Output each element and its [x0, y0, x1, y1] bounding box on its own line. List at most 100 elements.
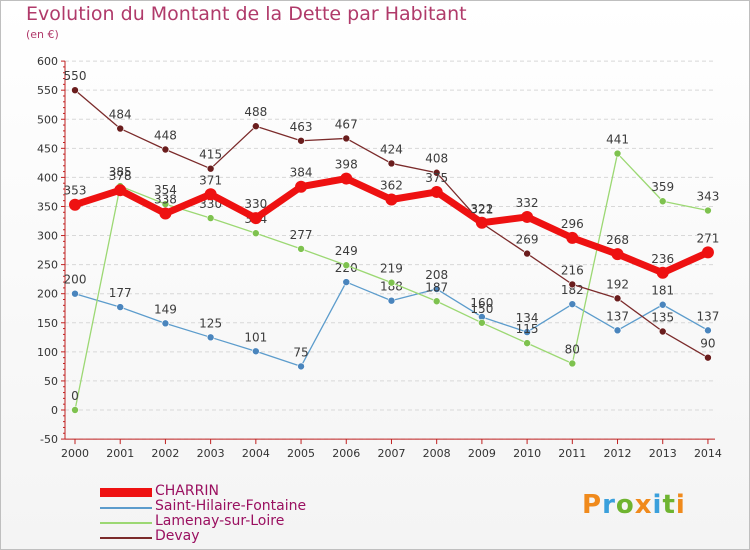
logo-letter: P: [582, 490, 603, 520]
data-point-devay: [252, 122, 260, 131]
logo-letter: t: [662, 490, 676, 520]
data-label-charrin: 371: [199, 173, 222, 187]
data-label-devay: 415: [199, 148, 222, 162]
data-label-lamenay-sur-loire: 354: [154, 183, 177, 197]
data-label-charrin: 362: [380, 178, 403, 192]
data-point-lamenay-sur-loire: [387, 278, 396, 287]
data-point-lamenay-sur-loire: [704, 206, 712, 215]
data-point-charrin: [475, 216, 488, 229]
data-point-saint-hilaire-fontaine: [387, 296, 396, 305]
legend-swatch: [100, 537, 152, 539]
legend-swatch: [100, 522, 152, 524]
data-label-devay: 269: [516, 233, 539, 247]
legend-item-charrin: CHARRIN: [100, 483, 400, 500]
data-label-devay: 321: [470, 202, 493, 216]
x-tick-label: 2000: [61, 447, 89, 460]
data-label-lamenay-sur-loire: 150: [470, 302, 493, 316]
legend-item-saint-hilaire-fontaine: Saint-Hilaire-Fontaine: [100, 498, 400, 515]
x-tick-label: 2013: [649, 447, 677, 460]
x-tick-label: 2012: [604, 447, 632, 460]
logo-letter: o: [615, 490, 635, 520]
data-label-devay: 448: [154, 128, 177, 142]
data-label-saint-hilaire-fontaine: 134: [516, 311, 539, 325]
y-tick-label: 450: [37, 142, 58, 155]
data-label-lamenay-sur-loire: 385: [109, 165, 132, 179]
y-tick-label: 100: [37, 346, 58, 359]
y-tick-label: 250: [37, 259, 58, 272]
data-label-lamenay-sur-loire: 80: [565, 342, 580, 356]
logo-letter: i: [652, 490, 663, 520]
x-tick-label: 2005: [287, 447, 315, 460]
data-label-charrin: 378: [109, 169, 132, 183]
data-point-lamenay-sur-loire: [342, 261, 351, 270]
data-point-lamenay-sur-loire: [568, 359, 577, 368]
data-label-devay: 463: [290, 120, 313, 134]
data-point-devay: [387, 159, 396, 168]
data-label-saint-hilaire-fontaine: 101: [244, 330, 267, 344]
data-label-saint-hilaire-fontaine: 181: [651, 284, 674, 298]
x-tick-label: 2007: [377, 447, 405, 460]
data-label-devay: 488: [244, 105, 267, 119]
data-point-devay: [432, 168, 441, 177]
data-point-charrin: [521, 210, 534, 223]
legend-label: Saint-Hilaire-Fontaine: [155, 498, 307, 514]
data-point-devay: [658, 327, 667, 336]
x-tick-label: 2006: [332, 447, 360, 460]
data-point-charrin: [430, 185, 443, 198]
logo-letter: i: [675, 490, 686, 520]
data-label-devay: 550: [64, 69, 87, 83]
data-point-devay: [297, 136, 305, 145]
series-line-saint-hilaire-fontaine: [74, 281, 709, 368]
y-tick-label: 350: [37, 200, 58, 213]
data-point-devay: [71, 86, 79, 94]
legend-label: CHARRIN: [155, 483, 219, 499]
y-tick-label: 50: [44, 375, 58, 388]
legend-swatch: [100, 488, 152, 497]
data-label-saint-hilaire-fontaine: 177: [109, 286, 132, 300]
data-label-charrin: 353: [64, 184, 87, 198]
data-point-charrin: [204, 188, 217, 201]
logo-letter: r: [602, 490, 616, 520]
data-point-devay: [613, 294, 622, 303]
data-label-devay: 408: [425, 152, 448, 166]
unit-label: (en €): [26, 28, 59, 41]
y-tick-label: 300: [37, 230, 58, 243]
data-label-devay: 484: [109, 108, 132, 122]
data-point-saint-hilaire-fontaine: [432, 285, 441, 293]
data-point-saint-hilaire-fontaine: [116, 303, 125, 311]
x-tick-label: 2014: [694, 447, 722, 460]
x-tick-label: 2003: [197, 447, 225, 460]
y-tick-label: 600: [37, 55, 58, 68]
data-point-lamenay-sur-loire: [658, 197, 667, 206]
data-label-saint-hilaire-fontaine: 200: [64, 273, 87, 287]
data-label-saint-hilaire-fontaine: 149: [154, 302, 177, 316]
data-point-saint-hilaire-fontaine: [252, 347, 260, 356]
data-point-devay: [116, 124, 125, 133]
data-label-lamenay-sur-loire: 219: [380, 262, 403, 276]
data-point-charrin: [69, 198, 81, 211]
data-point-charrin: [249, 212, 262, 225]
data-label-lamenay-sur-loire: 0: [71, 389, 79, 403]
data-point-charrin: [701, 246, 714, 259]
data-label-devay: 135: [651, 310, 674, 324]
data-label-devay: 192: [606, 277, 629, 291]
data-point-devay: [704, 353, 712, 362]
data-point-lamenay-sur-loire: [432, 297, 441, 306]
legend-item-lamenay-sur-loire: Lamenay-sur-Loire: [100, 514, 400, 530]
data-label-saint-hilaire-fontaine: 137: [696, 309, 719, 323]
y-tick-label: 200: [37, 288, 58, 301]
data-label-charrin: 398: [335, 158, 358, 172]
data-point-saint-hilaire-fontaine: [613, 326, 622, 335]
x-tick-label: 2011: [558, 447, 586, 460]
data-point-devay: [161, 145, 170, 154]
data-label-charrin: 384: [290, 166, 313, 180]
data-point-lamenay-sur-loire: [71, 406, 79, 414]
data-label-lamenay-sur-loire: 359: [651, 180, 674, 194]
proxiti-logo: Proxiti: [582, 490, 686, 520]
x-tick-label: 2008: [423, 447, 451, 460]
data-label-charrin: 296: [561, 217, 584, 231]
data-label-saint-hilaire-fontaine: 208: [425, 268, 448, 282]
legend-item-devay: Devay: [100, 529, 400, 545]
data-label-charrin: 338: [154, 192, 177, 206]
data-label-charrin: 322: [470, 202, 493, 216]
